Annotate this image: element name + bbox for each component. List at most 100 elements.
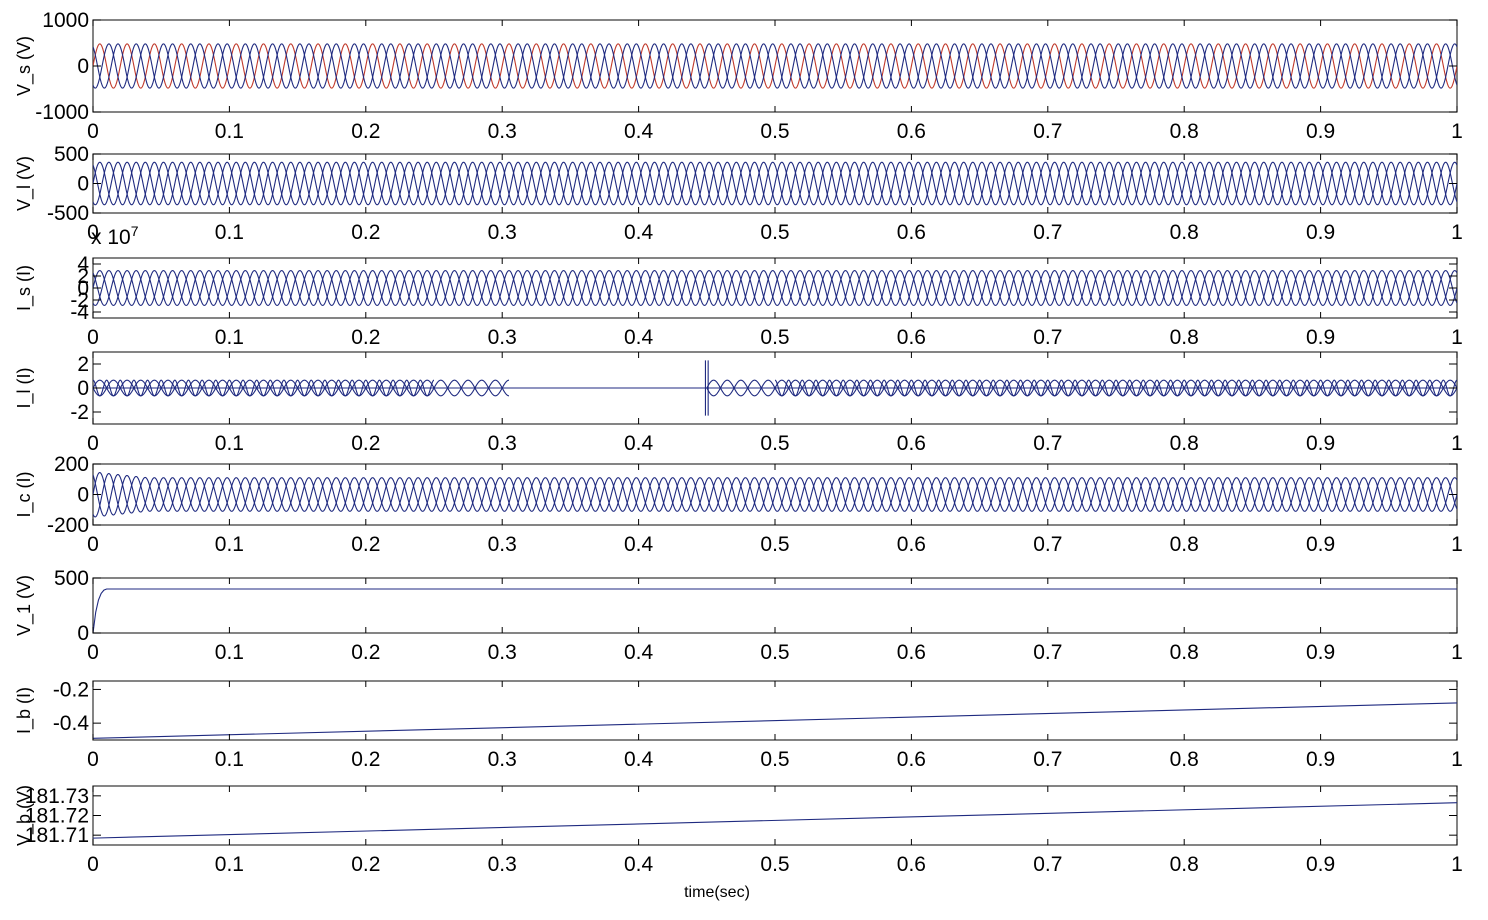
x-tick-label: 0.3: [488, 221, 517, 244]
y-tick-label: 181.71: [25, 824, 89, 847]
y-axis-label: V_b (V): [14, 785, 35, 846]
traces: [93, 802, 1457, 839]
x-tick-label: 1: [1451, 221, 1463, 244]
x-tick-label: 0.8: [1170, 748, 1199, 771]
x-tick-label: 0.4: [624, 533, 654, 556]
x-tick-label: 0.3: [488, 120, 517, 143]
x-tick-label: 0.9: [1306, 120, 1335, 143]
x-tick-label: 0.6: [897, 120, 926, 143]
plot-frame: [92, 577, 1458, 634]
x-tick-label: 0.9: [1306, 853, 1335, 876]
series-line-1: [93, 379, 510, 397]
y-tick-label: 0: [77, 173, 89, 196]
subplot-5: 0 0.1 0.2 0.3 0.4 0.5 0.6 0.7 0.8 0.9 12000-200I_c…: [14, 453, 1463, 556]
x-tick-label: 0.4: [624, 221, 654, 244]
x-axis-label: time(sec): [684, 884, 750, 901]
y-axis-label: V_1 (V): [14, 575, 35, 636]
x-tick-label: 0.5: [760, 641, 789, 664]
x-tick-label: 0.8: [1170, 120, 1199, 143]
x-tick-label: 0.4: [624, 120, 654, 143]
x-tick-label: 1: [1451, 641, 1463, 664]
traces: [93, 43, 1457, 89]
traces: [93, 270, 1457, 306]
x-tick-label: 0.7: [1033, 120, 1062, 143]
x-tick-label: 0.5: [760, 748, 789, 771]
series-line-1: [93, 43, 1457, 89]
x-tick-label: 0.7: [1033, 533, 1062, 556]
x-tick-label: 0.7: [1033, 853, 1062, 876]
subplot-1: 0 0.1 0.2 0.3 0.4 0.5 0.6 0.7 0.8 0.9 110000-1000V…: [14, 9, 1463, 143]
x-tick-label: 0.2: [351, 853, 380, 876]
y-tick-label: 0: [77, 55, 89, 78]
y-tick-label: -500: [47, 202, 89, 225]
subplot-4: 0 0.1 0.2 0.3 0.4 0.5 0.6 0.7 0.8 0.9 120-2I_l (I): [14, 351, 1463, 455]
series-line-1: [93, 588, 1457, 633]
y-tick-label: 2: [77, 265, 89, 288]
y-tick-label: 0: [77, 484, 89, 507]
x-tick-label: 0: [87, 853, 99, 876]
x-tick-label: 0.2: [351, 221, 380, 244]
series-line-2: [93, 43, 1457, 89]
x-tick-label: 0.2: [351, 326, 380, 349]
x-tick-label: 0.8: [1170, 432, 1199, 455]
series-line-5: [704, 360, 709, 416]
traces: [93, 588, 1457, 633]
y-tick-label: 4: [77, 253, 89, 276]
x-tick-label: 0.1: [215, 748, 244, 771]
x-tick-label: 0.2: [351, 533, 380, 556]
traces: [93, 161, 1457, 206]
x-tick-label: 0.8: [1170, 853, 1199, 876]
series-line-1: [706, 379, 776, 397]
x-tick-label: 0.7: [1033, 432, 1062, 455]
y-tick-label: 2: [77, 353, 89, 376]
x-tick-label: 0.7: [1033, 326, 1062, 349]
y-tick-label: 1000: [42, 9, 89, 32]
x-tick-label: 0.2: [351, 641, 380, 664]
x-tick-label: 0.9: [1306, 326, 1335, 349]
series-line-2: [93, 161, 1457, 206]
series-line-3: [93, 473, 1457, 517]
traces: [93, 702, 1457, 739]
y-tick-label: -0.2: [53, 678, 89, 701]
x-tick-label: 0.7: [1033, 748, 1062, 771]
x-tick-label: 0.3: [488, 641, 517, 664]
subplot-2: 0 0.1 0.2 0.3 0.4 0.5 0.6 0.7 0.8 0.9 15000-500V_l…: [14, 143, 1463, 244]
y-tick-label: -200: [47, 514, 89, 537]
x-tick-label: 0.6: [897, 853, 926, 876]
x-tick-label: 0.2: [351, 432, 380, 455]
x-tick-label: 0.9: [1306, 432, 1335, 455]
x-tick-label: 0.5: [760, 326, 789, 349]
x-tick-label: 0.5: [760, 432, 789, 455]
x-tick-label: 0: [87, 748, 99, 771]
x-tick-label: 0.3: [488, 533, 517, 556]
plot-frame: [92, 785, 1458, 846]
traces: [93, 360, 1457, 416]
x-tick-label: 0.4: [624, 641, 654, 664]
x-tick-label: 0.5: [760, 853, 789, 876]
y-axis-label: I_b (I): [14, 687, 35, 734]
y-tick-label: 0: [77, 377, 89, 400]
series-line-2: [93, 473, 1457, 518]
x-tick-label: 0.1: [215, 326, 244, 349]
x-tick-label: 0: [87, 432, 99, 455]
x-tick-label: 0: [87, 641, 99, 664]
x-tick-label: 0: [87, 533, 99, 556]
y-tick-label: 181.72: [25, 805, 89, 828]
x-tick-label: 1: [1451, 326, 1463, 349]
y-axis-label: V_l (V): [14, 156, 35, 211]
series-line-2: [706, 379, 776, 397]
series-line-3: [93, 43, 1457, 89]
series-line-1: [93, 270, 1457, 306]
x-tick-label: 0.8: [1170, 326, 1199, 349]
y-axis-label: I_l (I): [14, 367, 35, 408]
x-tick-label: 0.3: [488, 748, 517, 771]
y-tick-label: 200: [54, 453, 89, 476]
x-tick-label: 0.2: [351, 748, 380, 771]
x-tick-label: 0.7: [1033, 641, 1062, 664]
x-tick-label: 0.1: [215, 533, 244, 556]
y-axis-label: I_c (I): [14, 471, 35, 517]
x-tick-label: 0.4: [624, 748, 654, 771]
x-tick-label: 0.2: [351, 120, 380, 143]
